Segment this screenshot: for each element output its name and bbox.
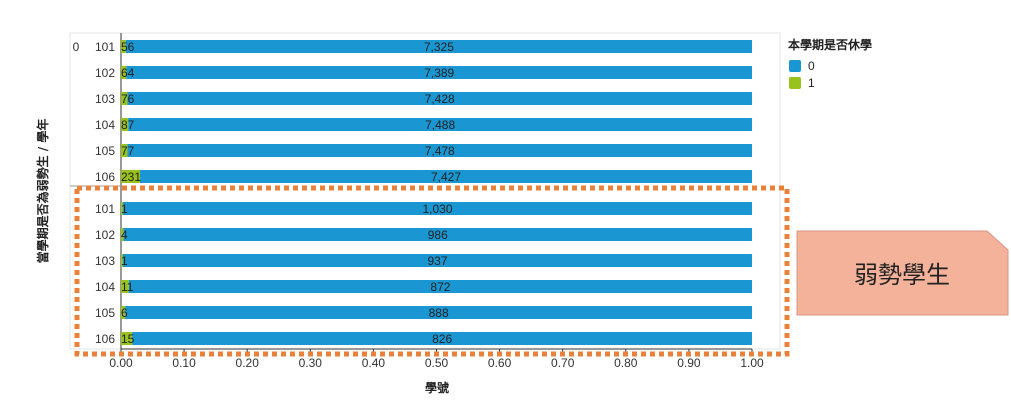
x-axis: 0.00 0.10 0.20 0.30 0.40 0.50 0.60 0.70 0.80 0.90… <box>109 348 764 370</box>
bar-series0-g1-101 <box>123 202 752 215</box>
legend-label-1: 1 <box>808 76 815 90</box>
value-label-series0: 1,030 <box>422 202 452 216</box>
value-label-series0: 7,488 <box>425 118 455 132</box>
y-tick-label-102: 102 <box>95 228 115 242</box>
highlight-box <box>74 185 790 357</box>
x-tick-label: 0.70 <box>551 356 575 370</box>
x-tick-label: 0.30 <box>299 356 323 370</box>
bar-series1-g1-102 <box>121 228 124 241</box>
bar-series1-g1-104 <box>121 280 129 293</box>
value-label-series1: 77 <box>121 144 135 158</box>
value-label-series1: 1 <box>121 254 128 268</box>
x-tick-label: 0.10 <box>172 356 196 370</box>
value-label-series1: 76 <box>121 92 135 106</box>
value-label-series1: 11 <box>121 280 134 294</box>
bar-series0-g0-104 <box>128 118 752 131</box>
x-tick-label: 0.40 <box>362 356 386 370</box>
y-tick-label-101: 101 <box>95 40 115 54</box>
value-label-series1: 1 <box>121 202 128 216</box>
y-tick-label-103: 103 <box>95 254 115 268</box>
bar-series0-g0-105 <box>127 144 753 157</box>
y-tick-label-106: 106 <box>95 170 115 184</box>
value-label-series1: 64 <box>121 66 135 80</box>
x-tick-label: 0.80 <box>614 356 638 370</box>
value-label-series0: 986 <box>428 228 448 242</box>
x-tick-label: 0.50 <box>425 356 449 370</box>
y-tick-label-104: 104 <box>95 118 115 132</box>
highlight-annotation: 弱勢學生 <box>74 185 1009 357</box>
bar-series0-g0-106 <box>140 170 752 183</box>
bar-series1-g0-105 <box>121 144 128 157</box>
y-tick-label-105: 105 <box>95 306 115 320</box>
x-tick-label: 0.90 <box>677 356 701 370</box>
x-tick-label: 1.00 <box>740 356 764 370</box>
value-label-series1: 231 <box>121 170 141 184</box>
value-label-series0: 7,428 <box>425 92 455 106</box>
y-tick-label-101: 101 <box>95 202 115 216</box>
x-tick-label: 0.60 <box>488 356 512 370</box>
value-label-series0: 826 <box>432 332 452 346</box>
bar-series0-g0-103 <box>127 92 752 105</box>
y-tick-labels: 101 102 103 104 105 106 101 102 103 104 105 106 0 <box>73 40 116 346</box>
value-label-series1: 56 <box>121 40 135 54</box>
callout-text: 弱勢學生 <box>854 261 950 289</box>
bar-series0-g1-106 <box>132 332 752 345</box>
bar-series1-g0-101 <box>121 40 126 53</box>
value-label-series1: 6 <box>121 306 128 320</box>
bar-series1-g1-103 <box>121 254 123 267</box>
plot-frame <box>69 32 781 350</box>
bar-series0-g1-102 <box>123 228 752 241</box>
bar-series0-g1-103 <box>123 254 752 267</box>
value-label-series0: 937 <box>427 254 447 268</box>
legend: 本學期是否休學 0 1 <box>788 37 872 90</box>
bar-series1-g0-104 <box>121 118 129 131</box>
value-label-series1: 4 <box>121 228 128 242</box>
legend-label-0: 0 <box>808 59 815 73</box>
y-axis-title: 當學期是否為弱勢生 / 學年 <box>35 119 50 264</box>
y-tick-label-104: 104 <box>95 280 115 294</box>
plot-border <box>69 32 781 350</box>
callout-box <box>796 230 1009 316</box>
bar-series1-g1-105 <box>121 306 126 319</box>
bar-series0-g0-101 <box>125 40 753 53</box>
x-axis-title: 學號 <box>425 380 449 395</box>
y-tick-label-106: 106 <box>95 332 115 346</box>
bar-series0-g1-105 <box>125 306 752 319</box>
bar-series1-g0-102 <box>121 66 127 79</box>
group-label: 0 <box>73 40 80 54</box>
bar-series1-g0-103 <box>121 92 128 105</box>
x-tick-label: 0.20 <box>236 356 260 370</box>
legend-swatch-0 <box>789 60 801 72</box>
legend-title: 本學期是否休學 <box>788 37 872 52</box>
value-label-series1: 15 <box>121 332 135 346</box>
x-tick-label: 0.00 <box>109 356 133 370</box>
value-label-series0: 872 <box>430 280 450 294</box>
value-label-series0: 7,427 <box>431 170 461 184</box>
y-tick-label-102: 102 <box>95 66 115 80</box>
bar-series0-g1-104 <box>128 280 752 293</box>
y-tick-label-105: 105 <box>95 144 115 158</box>
value-label-series0: 7,389 <box>424 66 454 80</box>
legend-swatch-1 <box>789 77 801 89</box>
bar-series1-g1-106 <box>121 332 133 345</box>
value-label-series0: 7,325 <box>424 40 454 54</box>
bars-layer: 7,325567,389647,428767,488877,478777,427… <box>121 40 753 346</box>
value-label-series1: 87 <box>121 118 135 132</box>
value-label-series0: 7,478 <box>425 144 455 158</box>
y-tick-label-103: 103 <box>95 92 115 106</box>
value-label-series0: 888 <box>429 306 449 320</box>
bar-series1-g1-101 <box>121 202 123 215</box>
bar-series1-g0-106 <box>121 170 141 183</box>
bar-series0-g0-102 <box>126 66 753 79</box>
